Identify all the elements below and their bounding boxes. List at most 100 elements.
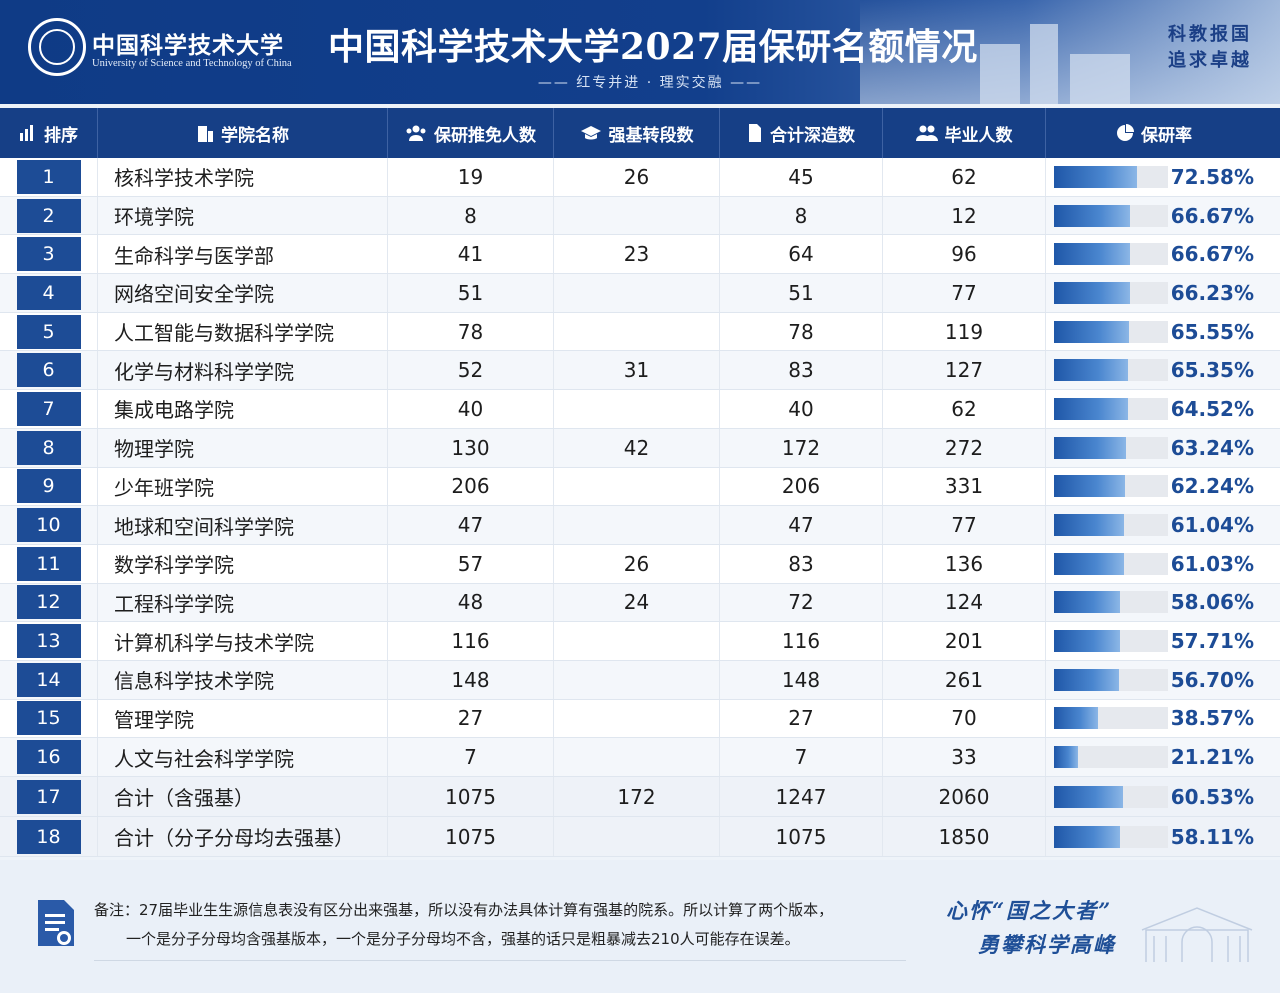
page-footer: 备注：27届毕业生生源信息表没有区分出来强基，所以没有办法具体计算有强基的院系。… — [0, 860, 1280, 993]
rate-cell: 64.52% — [1046, 390, 1280, 428]
college-name: 核科学技术学院 — [98, 158, 388, 196]
rate-value: 65.55% — [1170, 319, 1254, 344]
graduates-count: 2060 — [883, 777, 1046, 816]
motto-line-2: 追求卓越 — [1168, 50, 1252, 71]
college-name: 化学与材料科学学院 — [98, 351, 388, 390]
footnote-line-2: 一个是分子分母均含强基版本，一个是分子分母均不含，强基的话只是粗暴减去210人可… — [126, 930, 800, 948]
rate-bar-fill — [1054, 707, 1098, 730]
total-further-count: 27 — [720, 699, 883, 738]
strong-base-count — [554, 390, 720, 428]
total-further-count: 7 — [720, 738, 883, 776]
rate-cell: 63.24% — [1046, 429, 1280, 467]
document-icon — [749, 124, 761, 142]
rate-bar — [1054, 320, 1168, 343]
rate-value: 57.71% — [1170, 629, 1254, 654]
total-further-count: 45 — [720, 158, 883, 196]
table-row: 2 环境学院 8 8 12 66.67% — [0, 196, 1280, 236]
strong-base-count: 23 — [554, 235, 720, 274]
rank-cell: 6 — [0, 351, 98, 390]
recommended-count: 47 — [388, 506, 554, 544]
rate-value: 66.67% — [1170, 242, 1254, 267]
rank-badge: 8 — [16, 430, 81, 465]
quota-table: 排序 学院名称 保研推免人数 强基转段数 合计深造数 毕业人数 保研率 1 核科学… — [0, 108, 1280, 857]
rate-cell: 65.55% — [1046, 313, 1280, 351]
rate-cell: 58.06% — [1046, 584, 1280, 622]
rank-badge: 15 — [16, 701, 81, 736]
strong-base-count — [554, 196, 720, 235]
total-further-count: 8 — [720, 196, 883, 235]
rate-value: 61.04% — [1170, 513, 1254, 538]
strong-base-count: 26 — [554, 158, 720, 196]
table-header: 排序 学院名称 保研推免人数 强基转段数 合计深造数 毕业人数 保研率 — [0, 108, 1280, 158]
rate-value: 61.03% — [1170, 551, 1254, 576]
table-row: 8 物理学院 130 42 172 272 63.24% — [0, 428, 1280, 468]
slogan-line-2: 勇攀科学高峰 — [978, 932, 1116, 957]
rate-cell: 61.03% — [1046, 545, 1280, 583]
rate-bar — [1054, 165, 1168, 188]
motto: 科教报国 追求卓越 — [1168, 22, 1252, 74]
total-further-count: 47 — [720, 506, 883, 544]
strong-base-count — [554, 817, 720, 856]
recommended-count: 40 — [388, 390, 554, 428]
rank-badge: 5 — [16, 314, 81, 349]
recommended-count: 52 — [388, 351, 554, 390]
col-graduates-label: 毕业人数 — [944, 125, 1013, 146]
rate-value: 63.24% — [1170, 435, 1254, 460]
rate-bar-fill — [1054, 397, 1128, 420]
total-further-count: 64 — [720, 235, 883, 274]
recommended-count: 1075 — [388, 817, 554, 856]
rate-cell: 21.21% — [1046, 738, 1280, 776]
rank-cell: 9 — [0, 467, 98, 506]
rate-value: 65.35% — [1170, 358, 1254, 383]
rate-cell: 66.23% — [1046, 274, 1280, 312]
rate-bar-fill — [1054, 746, 1079, 769]
bar-chart-icon — [20, 125, 33, 141]
strong-base-count — [554, 312, 720, 351]
building-icon — [198, 126, 213, 142]
rate-bar-fill — [1054, 204, 1130, 227]
graduates-count: 77 — [883, 274, 1046, 312]
recommended-count: 8 — [388, 196, 554, 235]
rate-bar-fill — [1054, 475, 1125, 498]
rate-cell: 58.11% — [1046, 817, 1280, 856]
rank-cell: 18 — [0, 817, 98, 856]
table-row: 9 少年班学院 206 206 331 62.24% — [0, 467, 1280, 507]
footnote-divider — [94, 960, 906, 961]
strong-base-count — [554, 660, 720, 699]
strong-base-count — [554, 738, 720, 776]
rate-cell: 66.67% — [1046, 197, 1280, 235]
recommended-count: 1075 — [388, 777, 554, 816]
rank-badge: 1 — [16, 159, 81, 194]
strong-base-count — [554, 274, 720, 312]
rate-bar — [1054, 475, 1168, 498]
table-row: 6 化学与材料科学学院 52 31 83 127 65.35% — [0, 351, 1280, 391]
slogan-line-1: 心怀“国之大者” — [946, 898, 1113, 923]
rate-bar — [1054, 825, 1168, 848]
total-further-count: 72 — [720, 583, 883, 622]
rate-cell: 56.70% — [1046, 661, 1280, 699]
total-further-count: 51 — [720, 274, 883, 312]
rate-value: 66.67% — [1170, 203, 1254, 228]
college-name: 管理学院 — [98, 699, 388, 738]
strong-base-count — [554, 467, 720, 506]
total-further-count: 83 — [720, 351, 883, 390]
campus-gate-illustration — [1141, 907, 1253, 962]
college-name: 物理学院 — [98, 428, 388, 467]
graduates-count: 261 — [883, 660, 1046, 699]
table-row: 4 网络空间安全学院 51 51 77 66.23% — [0, 274, 1280, 313]
college-name: 人工智能与数据科学学院 — [98, 312, 388, 351]
rate-value: 58.06% — [1170, 590, 1254, 615]
total-further-count: 40 — [720, 390, 883, 428]
col-rate: 保研率 — [1046, 108, 1280, 158]
rate-bar-fill — [1054, 165, 1137, 188]
note-document-icon — [38, 900, 74, 946]
rank-badge: 10 — [16, 508, 81, 543]
rate-bar-fill — [1054, 630, 1120, 653]
rank-cell: 3 — [0, 235, 98, 274]
university-name-cn: 中国科学技术大学 — [92, 32, 284, 59]
table-row: 13 计算机科学与技术学院 116 116 201 57.71% — [0, 622, 1280, 661]
rank-cell: 17 — [0, 777, 98, 816]
table-row: 15 管理学院 27 27 70 38.57% — [0, 699, 1280, 739]
footnote-line-1: 备注：27届毕业生生源信息表没有区分出来强基，所以没有办法具体计算有强基的院系。… — [94, 901, 834, 919]
rate-bar-fill — [1054, 514, 1124, 537]
